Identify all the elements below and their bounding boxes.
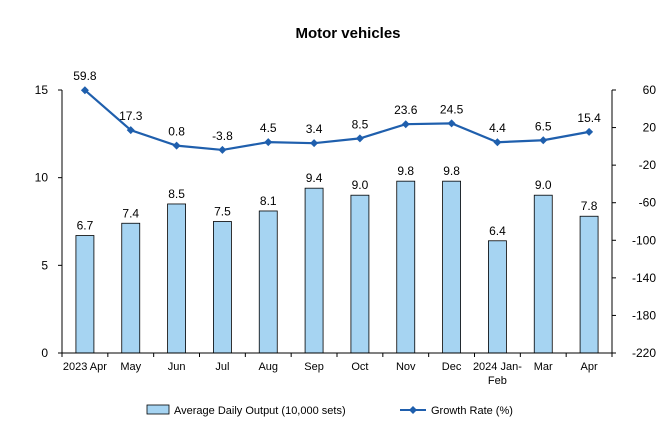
x-tick-label: Apr	[581, 361, 598, 373]
line-data-label: 23.6	[394, 103, 418, 117]
bar-data-label: 7.5	[214, 205, 231, 219]
growth-rate-line	[84, 89, 590, 152]
left-tick-label: 15	[35, 83, 49, 97]
bar	[213, 221, 232, 354]
x-tick-label: Jun	[168, 361, 186, 373]
line-point	[493, 138, 502, 147]
bar-data-label: 6.7	[77, 219, 94, 233]
bar	[121, 222, 141, 354]
x-tick-label: Dec	[442, 361, 462, 373]
bar-data-label: 9.8	[443, 164, 460, 178]
line-data-label: -3.8	[212, 129, 233, 143]
bar-data-label: 8.1	[260, 194, 277, 208]
legend-bar-swatch	[146, 404, 170, 415]
bar	[488, 240, 507, 354]
bar	[258, 210, 278, 354]
line-point	[310, 139, 319, 148]
left-tick-label: 10	[35, 171, 49, 185]
line-data-label: 24.5	[440, 102, 464, 116]
legend-line-marker	[409, 406, 417, 414]
right-tick-label: -140	[632, 271, 656, 285]
left-tick-label: 0	[41, 346, 48, 360]
right-tick-label: -220	[632, 346, 656, 360]
x-tick-label: Aug	[258, 361, 278, 373]
bar	[75, 235, 95, 354]
bar-data-label: 7.4	[122, 206, 139, 220]
line-point	[218, 145, 227, 154]
line-data-label: 8.5	[352, 117, 369, 131]
line-data-label: 3.4	[306, 122, 323, 136]
bar-data-label: 9.8	[397, 164, 414, 178]
line-point	[539, 136, 548, 145]
line-point	[585, 127, 594, 136]
x-tick-label: 2024 Jan-	[473, 361, 522, 373]
bar-data-label: 9.0	[535, 178, 552, 192]
line-point	[264, 138, 273, 147]
bar-data-label: 9.4	[306, 171, 323, 185]
x-tick-label: Oct	[351, 361, 368, 373]
line-data-label: 59.8	[73, 69, 97, 83]
right-tick-label: 60	[643, 83, 657, 97]
bar	[579, 215, 599, 354]
bar-data-label: 8.5	[168, 187, 185, 201]
line-data-label: 15.4	[577, 111, 601, 125]
bar	[350, 194, 370, 354]
left-tick-label: 5	[41, 258, 48, 272]
axes: 0 5 10 15 -220 -180 -140 -100 -60 -20 20 60 2023 Apr…	[35, 83, 657, 387]
line-point	[447, 119, 456, 128]
x-tick-label: Jul	[215, 361, 229, 373]
x-tick-label: 2023 Apr	[63, 361, 107, 373]
line-point	[355, 134, 364, 143]
bar-series: 6.7 7.4 8.5 7.5 8.1 9.4 9.0 9.8 9.8 6.4 9.0 7.8	[75, 164, 599, 354]
line-point	[401, 120, 410, 129]
x-tick-label: Sep	[304, 361, 324, 373]
x-tick-label: Feb	[488, 375, 507, 387]
bar-data-label: 9.0	[352, 178, 369, 192]
line-data-label: 4.4	[489, 121, 506, 135]
bar	[167, 203, 186, 354]
legend: Average Daily Output (10,000 sets) Growth…	[146, 404, 513, 417]
line-data-label: 4.5	[260, 121, 277, 135]
line-data-label: 0.8	[168, 125, 185, 139]
right-tick-label: -20	[639, 158, 657, 172]
bar	[396, 180, 416, 354]
legend-bar-label: Average Daily Output (10,000 sets)	[174, 405, 346, 417]
right-tick-label: -100	[632, 233, 656, 247]
right-tick-label: -180	[632, 308, 656, 322]
line-data-label: 17.3	[119, 109, 143, 123]
x-tick-label: Nov	[396, 361, 416, 373]
bar-data-label: 7.8	[581, 199, 598, 213]
bar	[304, 187, 324, 354]
bar-data-label: 6.4	[489, 224, 506, 238]
bar	[533, 194, 553, 354]
line-series: 59.8 17.3 0.8 -3.8 4.5 3.4 8.5 23.6 24.5 4.4 6.5 15…	[73, 69, 601, 154]
x-tick-label: Mar	[534, 361, 553, 373]
legend-line-label: Growth Rate (%)	[431, 405, 513, 417]
right-tick-label: -60	[639, 196, 657, 210]
x-tick-label: May	[120, 361, 141, 373]
line-point	[172, 141, 181, 150]
chart-title: Motor vehicles	[295, 25, 400, 42]
right-tick-label: 20	[643, 121, 657, 135]
line-point	[80, 86, 89, 95]
line-point	[126, 126, 135, 135]
line-data-label: 6.5	[535, 119, 552, 133]
bar	[442, 180, 461, 354]
